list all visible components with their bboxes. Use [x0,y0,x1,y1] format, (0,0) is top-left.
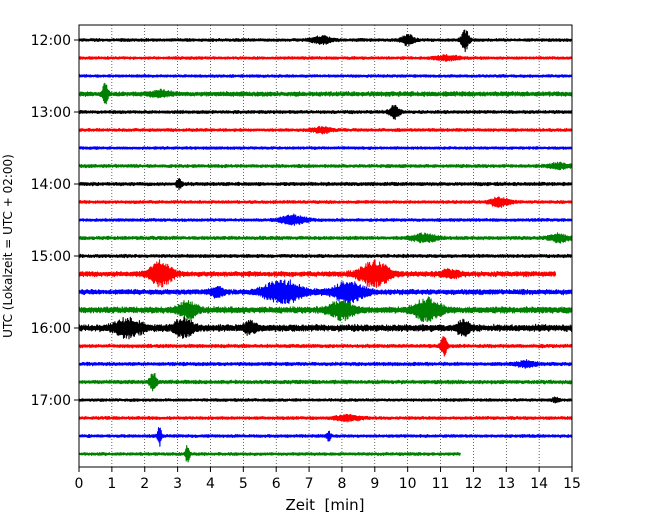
x-axis-ticks: 0 1 2 3 4 5 6 7 8 9 10 11 12 13 14 15 [75,467,581,492]
y-axis-ticks: 12:00 13:00 14:00 15:00 16:00 17:00 [31,33,79,409]
trace-1745 [78,444,461,463]
x-axis-title: Zeit [min] [285,496,364,514]
x-tick-label-4: 4 [206,476,215,492]
y-tick-label-2: 14:00 [31,177,71,193]
x-tick-label-14: 14 [530,476,548,492]
y-tick-label-3: 15:00 [31,249,71,265]
trace-1230 [78,73,573,79]
x-tick-label-13: 13 [497,476,515,492]
x-tick-label-7: 7 [305,476,314,492]
trace-1430 [78,213,573,226]
x-tick-label-11: 11 [432,476,450,492]
trace-1415 [78,196,573,208]
trace-1515 [78,259,557,288]
plot-frame [78,24,573,468]
trace-1600 [78,316,573,340]
trace-1615 [78,336,573,357]
trace-1500 [78,253,573,259]
trace-1245 [78,82,573,105]
trace-1630 [78,359,573,369]
x-tick-label-9: 9 [370,476,379,492]
plot-background [79,25,572,467]
x-tick-label-3: 3 [173,476,182,492]
trace-1715 [78,413,573,423]
trace-1345 [78,161,573,171]
trace-1215 [78,53,573,62]
trace-1300 [78,104,573,121]
trace-1315 [78,125,573,135]
y-axis-title: UTC (Lokalzeit = UTC + 02:00) [1,154,15,338]
x-tick-label-10: 10 [399,476,417,492]
y-tick-label-0: 12:00 [31,33,71,49]
trace-1730 [78,427,573,447]
trace-1645 [78,372,573,392]
x-tick-label-8: 8 [337,476,346,492]
x-tick-label-6: 6 [272,476,281,492]
y-tick-label-4: 16:00 [31,321,71,337]
trace-1545 [78,296,573,323]
trace-1530 [78,279,573,305]
trace-1445 [78,232,573,244]
trace-1400 [78,177,573,191]
y-tick-label-1: 13:00 [31,105,71,121]
x-tick-label-12: 12 [464,476,482,492]
x-tick-label-0: 0 [75,476,84,492]
x-tick-label-5: 5 [239,476,248,492]
y-tick-label-5: 17:00 [31,393,71,409]
trace-1330 [78,145,573,151]
seismic-traces [78,29,573,463]
x-tick-label-1: 1 [107,476,116,492]
trace-1700 [78,396,573,404]
x-tick-label-15: 15 [563,476,581,492]
trace-1200 [78,29,573,53]
x-tick-label-2: 2 [140,476,149,492]
